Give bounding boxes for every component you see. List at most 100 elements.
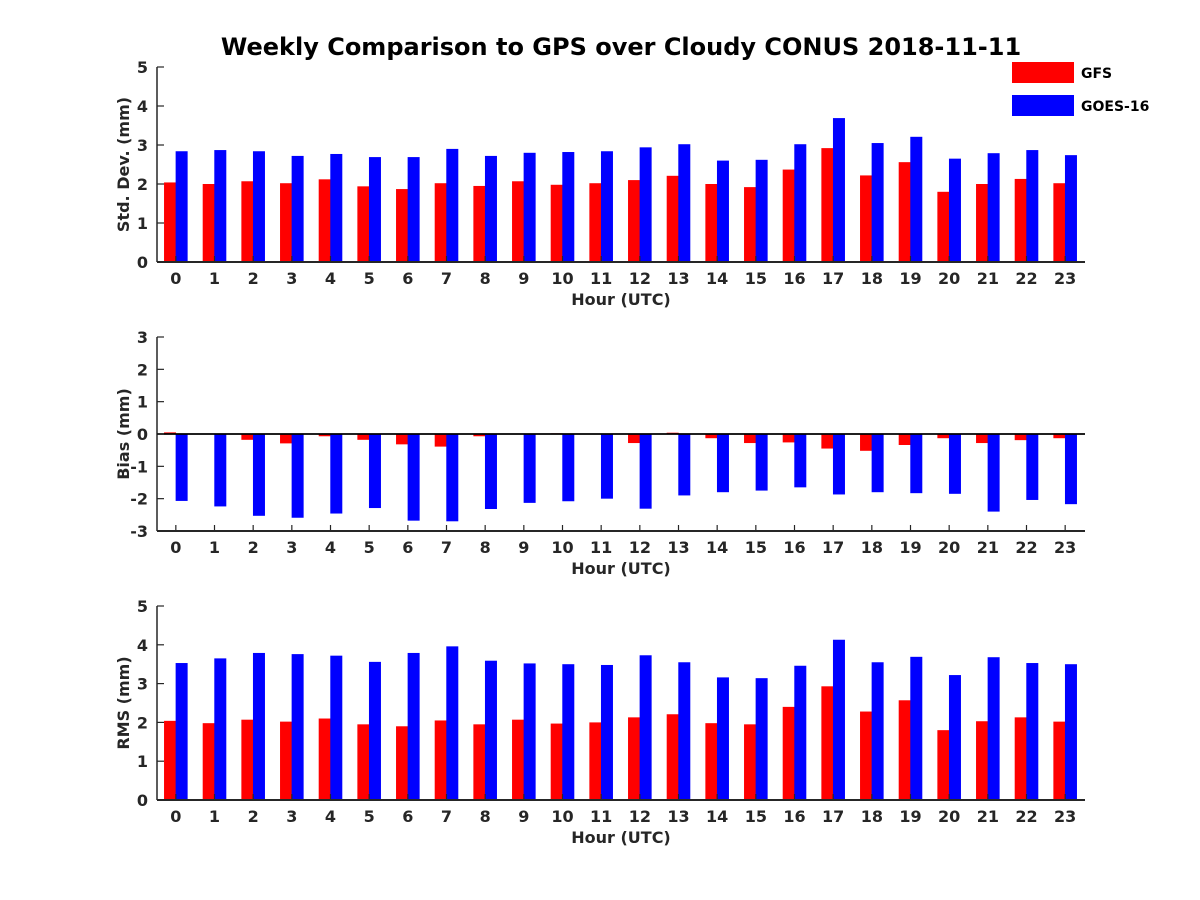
bar-gfs-23 [1053, 183, 1066, 262]
bar-goes-16-12 [639, 434, 652, 509]
bar-goes-16-15 [755, 159, 768, 262]
bar-gfs-7 [434, 720, 447, 800]
bar-goes-16-0 [175, 663, 188, 800]
bar-gfs-9 [512, 719, 525, 800]
bar-gfs-19 [898, 700, 911, 800]
x-tick-label: 14 [706, 269, 728, 288]
x-tick-label: 16 [783, 807, 805, 826]
x-tick-label: 22 [1015, 538, 1037, 557]
x-tick-label: 8 [480, 807, 491, 826]
bar-goes-16-22 [1026, 663, 1039, 800]
x-tick-label: 2 [248, 269, 259, 288]
bar-gfs-15 [744, 187, 757, 262]
bar-goes-16-0 [175, 434, 188, 501]
bar-goes-16-19 [910, 656, 923, 800]
x-tick-label: 6 [402, 269, 413, 288]
y-tick-label: 0 [137, 253, 148, 272]
bar-goes-16-8 [484, 434, 497, 510]
bar-gfs-8 [473, 724, 486, 800]
x-tick-label: 0 [170, 807, 181, 826]
x-tick-label: 5 [364, 269, 375, 288]
bar-goes-16-20 [948, 675, 961, 800]
bar-gfs-14 [705, 723, 718, 800]
bar-goes-16-11 [600, 434, 613, 499]
x-tick-label: 19 [899, 538, 921, 557]
bar-gfs-4 [318, 434, 331, 437]
bar-gfs-23 [1053, 434, 1066, 439]
bar-gfs-2 [241, 434, 254, 440]
bar-goes-16-3 [291, 434, 304, 518]
bar-goes-16-12 [639, 147, 652, 262]
y-tick-label: 2 [137, 175, 148, 194]
y-tick-label: 0 [137, 425, 148, 444]
y-tick-label: 5 [137, 597, 148, 616]
bar-goes-16-6 [407, 434, 420, 521]
y-tick-label: -3 [130, 522, 148, 541]
bar-gfs-21 [976, 434, 989, 444]
bar-gfs-6 [396, 726, 409, 800]
x-tick-label: 16 [783, 269, 805, 288]
x-tick-label: 14 [706, 807, 728, 826]
bar-gfs-13 [666, 714, 679, 800]
legend-swatch-goes-16 [1012, 95, 1074, 116]
bar-gfs-10 [550, 723, 563, 800]
x-tick-label: 13 [667, 269, 689, 288]
x-tick-label: 1 [209, 538, 220, 557]
bar-gfs-11 [589, 183, 602, 262]
bar-goes-16-2 [252, 151, 265, 262]
x-tick-label: 15 [745, 807, 767, 826]
bar-gfs-19 [898, 434, 911, 445]
bar-goes-16-6 [407, 157, 420, 262]
bar-gfs-13 [666, 175, 679, 262]
y-axis-label: Std. Dev. (mm) [114, 97, 133, 232]
bar-gfs-12 [628, 180, 641, 262]
bar-gfs-15 [744, 724, 757, 800]
x-tick-label: 22 [1015, 269, 1037, 288]
bar-goes-16-12 [639, 655, 652, 800]
bar-goes-16-15 [755, 434, 768, 491]
bar-gfs-22 [1014, 434, 1027, 441]
bar-goes-16-13 [678, 434, 691, 496]
bar-gfs-1 [202, 723, 215, 800]
bar-gfs-4 [318, 718, 331, 800]
x-tick-label: 7 [441, 538, 452, 557]
x-tick-label: 3 [286, 807, 297, 826]
legend-swatch-gfs [1012, 62, 1074, 83]
y-tick-label: 4 [137, 636, 148, 655]
bar-gfs-3 [280, 721, 293, 800]
bar-gfs-3 [280, 434, 293, 444]
x-tick-label: 4 [325, 807, 336, 826]
bar-goes-16-7 [446, 434, 459, 522]
y-tick-label: 1 [137, 214, 148, 233]
bar-gfs-23 [1053, 721, 1066, 800]
x-tick-label: 17 [822, 538, 844, 557]
bar-goes-16-14 [716, 160, 729, 262]
bar-gfs-16 [782, 434, 795, 443]
x-tick-label: 11 [590, 538, 612, 557]
x-tick-label: 11 [590, 807, 612, 826]
bar-goes-16-16 [794, 665, 807, 800]
bar-gfs-0 [164, 182, 177, 262]
bar-gfs-14 [705, 184, 718, 262]
bar-goes-16-14 [716, 677, 729, 800]
bar-goes-16-22 [1026, 150, 1039, 262]
x-tick-label: 20 [938, 538, 960, 557]
bar-goes-16-9 [523, 663, 536, 800]
bar-goes-16-8 [484, 155, 497, 262]
bar-goes-16-1 [214, 150, 227, 262]
bar-goes-16-4 [330, 434, 343, 514]
bar-gfs-4 [318, 179, 331, 262]
x-axis-label: Hour (UTC) [571, 290, 671, 309]
bar-goes-16-20 [948, 158, 961, 262]
x-tick-label: 0 [170, 538, 181, 557]
bar-goes-16-3 [291, 654, 304, 800]
x-tick-label: 8 [480, 538, 491, 557]
bar-gfs-17 [821, 148, 834, 262]
x-tick-label: 1 [209, 269, 220, 288]
x-tick-label: 5 [364, 807, 375, 826]
x-tick-label: 4 [325, 269, 336, 288]
bar-goes-16-14 [716, 434, 729, 493]
